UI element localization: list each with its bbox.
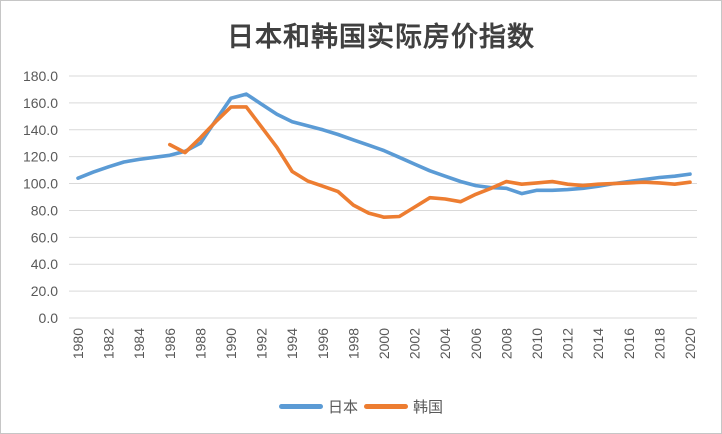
- x-axis-label: 2010: [529, 328, 545, 359]
- y-axis-label: 140.0: [23, 122, 58, 138]
- japan-series-line: [76, 92, 692, 196]
- korea-line-swatch: [364, 404, 408, 409]
- x-axis-label: 1984: [131, 328, 147, 359]
- x-axis-label: 2002: [407, 328, 423, 359]
- x-axis-label: 2012: [560, 328, 576, 359]
- x-axis-label: 2020: [682, 328, 698, 359]
- y-axis-label: 60.0: [31, 229, 58, 245]
- x-axis-label: 1990: [223, 328, 239, 359]
- x-axis-label: 1992: [254, 328, 270, 359]
- x-axis-label: 2016: [621, 328, 637, 359]
- x-axis-label: 1980: [70, 328, 86, 359]
- y-axis-label: 160.0: [23, 95, 58, 111]
- x-axis-label: 1994: [284, 328, 300, 359]
- x-axis-label: 2018: [651, 328, 667, 359]
- y-axis-label: 120.0: [23, 149, 58, 165]
- x-axis-label: 2008: [498, 328, 514, 359]
- y-axis-label: 40.0: [31, 256, 58, 272]
- x-axis-label: 1996: [315, 328, 331, 359]
- x-axis-label: 1988: [192, 328, 208, 359]
- x-axis-label: 1998: [345, 328, 361, 359]
- x-axis-label: 1986: [162, 328, 178, 359]
- x-axis-label: 2004: [437, 328, 453, 359]
- legend-label-korea: 韩国: [413, 399, 444, 416]
- chart-legend: 日本 韩国: [1, 396, 721, 417]
- y-axis-label: 0.0: [39, 310, 59, 326]
- x-axis-label: 2000: [376, 328, 392, 359]
- y-axis-label: 100.0: [23, 176, 58, 192]
- legend-item-korea: 韩国: [364, 396, 443, 417]
- legend-item-japan: 日本: [278, 396, 358, 417]
- x-axis-label: 1982: [101, 328, 117, 359]
- japan-line-swatch: [278, 404, 323, 409]
- x-axis-label: 2006: [468, 328, 484, 359]
- x-axis-label: 2014: [590, 328, 606, 359]
- korea-series-line: [168, 105, 692, 219]
- y-axis-label: 180.0: [23, 68, 58, 84]
- legend-label-japan: 日本: [327, 399, 358, 416]
- y-axis-label: 80.0: [31, 202, 58, 218]
- y-axis-label: 20.0: [31, 283, 58, 299]
- chart-title: 日本和韩国实际房价指数: [227, 22, 535, 52]
